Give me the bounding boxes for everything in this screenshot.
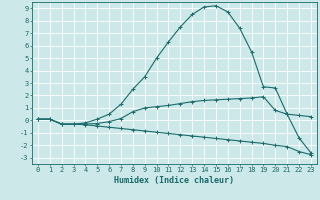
X-axis label: Humidex (Indice chaleur): Humidex (Indice chaleur) xyxy=(115,176,234,185)
